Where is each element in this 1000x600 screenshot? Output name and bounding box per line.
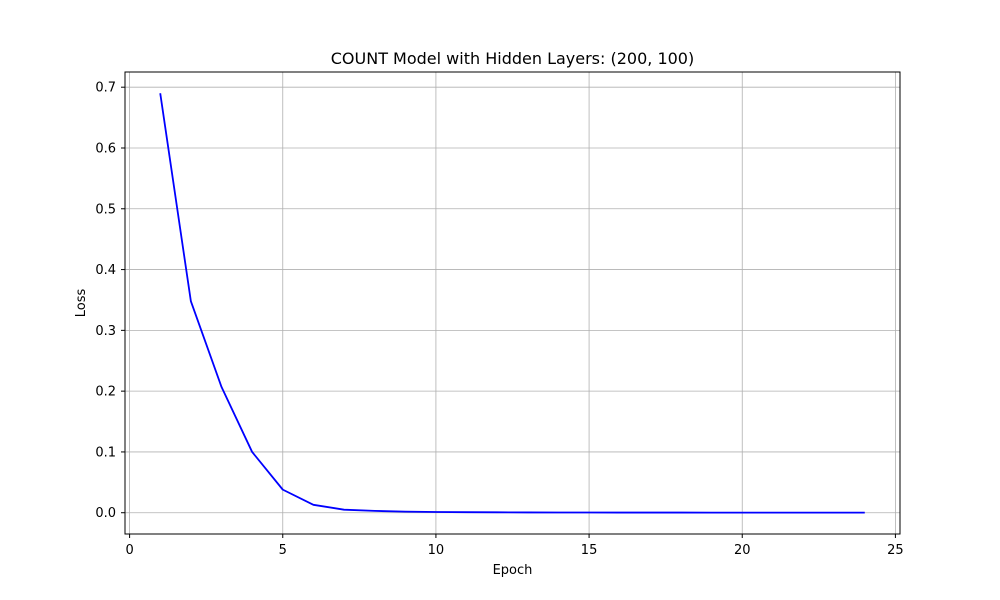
y-tick-label: 0.1 <box>95 445 116 460</box>
y-axis-label: Loss <box>74 289 89 318</box>
series-layer <box>159 93 865 514</box>
chart-title: COUNT Model with Hidden Layers: (200, 10… <box>331 49 694 68</box>
x-tick-label: 20 <box>734 543 751 558</box>
y-tick-label: 0.4 <box>95 263 116 278</box>
y-tick-label: 0.7 <box>95 81 116 96</box>
y-tick-label: 0.5 <box>95 202 116 217</box>
x-tick-label: 10 <box>428 543 445 558</box>
x-tick-label: 15 <box>581 543 598 558</box>
x-tick-label: 25 <box>887 543 904 558</box>
x-tick-label: 5 <box>279 543 287 558</box>
y-tick-label: 0.6 <box>95 141 116 156</box>
loss-series-line <box>159 93 865 514</box>
plot-area-frame <box>124 71 901 535</box>
x-axis-label: Epoch <box>493 563 533 578</box>
x-tick-label: 0 <box>125 543 133 558</box>
grid <box>125 72 900 534</box>
y-tick-label: 0.3 <box>95 324 116 339</box>
y-tick-label: 0.0 <box>95 506 116 521</box>
axis-ticks: 0 5 10 15 20 25 0.0 0.1 0.2 0.3 0.4 0.5 0.6 0.7 <box>95 81 903 558</box>
y-tick-label: 0.2 <box>95 385 116 400</box>
